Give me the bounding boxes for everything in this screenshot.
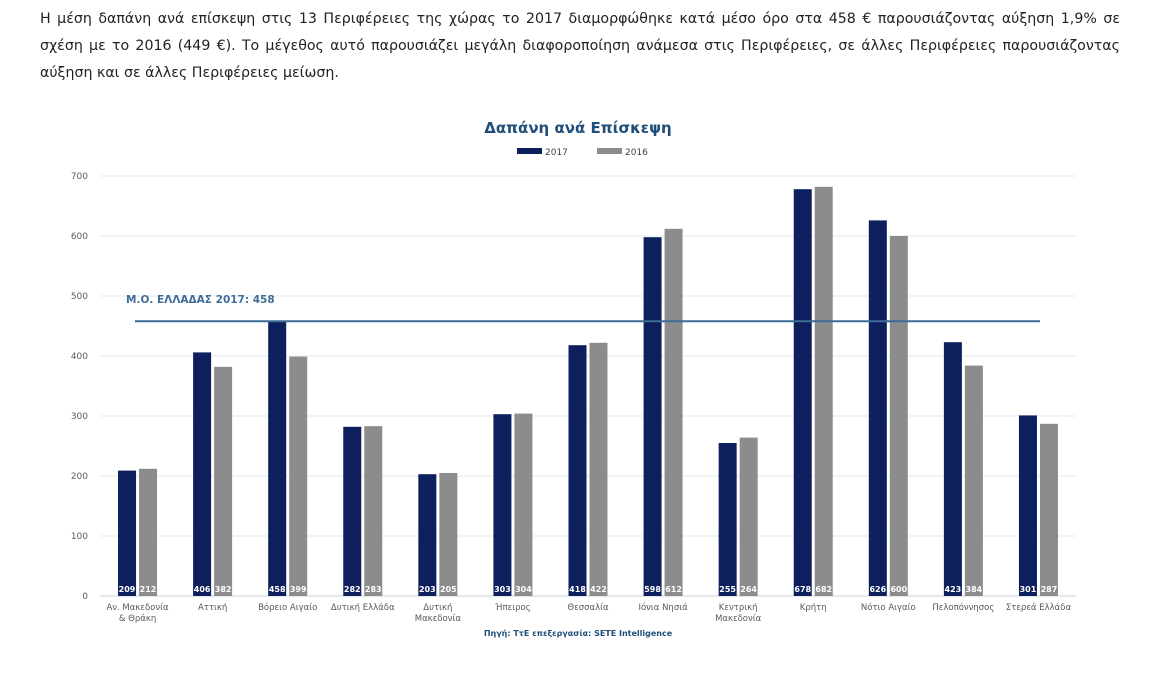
- bar-2017: [268, 321, 287, 596]
- legend-label-2017: 2017: [545, 148, 568, 158]
- bar-2017: [343, 426, 362, 596]
- bar-2017: [118, 470, 137, 596]
- bar-2017: [193, 352, 212, 596]
- data-label-2016: 422: [590, 585, 607, 594]
- bar-2016: [964, 365, 983, 596]
- data-label-2016: 384: [966, 585, 983, 594]
- data-label-2016: 382: [215, 585, 232, 594]
- y-tick-label: 300: [71, 412, 88, 422]
- bar-2016: [439, 473, 458, 596]
- data-label-2017: 303: [494, 585, 511, 594]
- bar-2017: [718, 443, 737, 596]
- data-label-2016: 612: [665, 585, 682, 594]
- data-label-2016: 212: [140, 585, 157, 594]
- bar-2017: [793, 189, 812, 596]
- y-tick-label: 400: [71, 352, 88, 362]
- x-tick-label: Δυτική Ελλάδα: [331, 603, 395, 613]
- bar-2016: [139, 468, 158, 596]
- data-label-2017: 598: [644, 585, 661, 594]
- data-label-2017: 203: [419, 585, 436, 594]
- data-label-2016: 399: [290, 585, 307, 594]
- x-tick-label: Θεσσαλία: [567, 603, 609, 613]
- x-tick-label: Νότιο Αιγαίο: [861, 602, 916, 613]
- x-tick-label: Μακεδονία: [715, 614, 762, 624]
- data-label-2016: 304: [515, 585, 532, 594]
- chart-container: Δαπάνη ανά Επίσκεψη 2017 2016 0 100 200 300…: [0, 108, 1160, 670]
- reference-line-label: Μ.Ο. ΕΛΛΑΔΑΣ 2017: 458: [126, 294, 275, 306]
- legend-swatch-2017: [517, 148, 542, 154]
- x-tick-label: Ιόνια Νησιά: [638, 602, 688, 613]
- reference-line-group: Μ.Ο. ΕΛΛΑΔΑΣ 2017: 458: [126, 294, 1040, 323]
- data-label-2016: 283: [365, 585, 382, 594]
- x-tick-label: Κεντρική: [719, 603, 758, 613]
- data-label-2016: 205: [440, 585, 457, 594]
- y-axis: 0 100 200 300 400 500 600 700: [71, 172, 88, 602]
- bar-2017: [943, 342, 962, 596]
- bar-2016: [814, 186, 833, 597]
- x-tick-label: Κρήτη: [800, 603, 827, 613]
- data-label-2017: 418: [569, 585, 586, 594]
- y-tick-label: 100: [71, 532, 88, 542]
- x-tick-label: Βόρειο Αιγαίο: [258, 602, 317, 613]
- legend-label-2016: 2016: [625, 148, 648, 158]
- data-label-2016: 682: [815, 585, 832, 594]
- data-label-2017: 423: [945, 585, 962, 594]
- bar-2016: [289, 356, 308, 596]
- chart-title: Δαπάνη ανά Επίσκεψη: [484, 119, 672, 137]
- data-label-2017: 282: [344, 585, 361, 594]
- bars: 209 212 406 382 458 399 282 283 203 205 303 304 418 4…: [118, 186, 1058, 597]
- x-tick-label: Στερεά Ελλάδα: [1006, 603, 1072, 613]
- legend-swatch-2016: [597, 148, 622, 154]
- x-axis: Αν. Μακεδονία& Θράκη Αττική Βόρειο Αιγαίο Δ…: [106, 602, 1071, 624]
- data-label-2017: 209: [119, 585, 136, 594]
- data-label-2016: 287: [1041, 585, 1058, 594]
- x-tick-label: & Θράκη: [119, 614, 156, 624]
- data-label-2017: 301: [1020, 585, 1037, 594]
- bar-2016: [214, 366, 233, 596]
- bar-2017: [418, 474, 437, 596]
- data-label-2017: 678: [794, 585, 811, 594]
- bar-2016: [1039, 423, 1058, 596]
- data-label-2017: 406: [194, 585, 211, 594]
- y-tick-label: 0: [82, 592, 88, 602]
- y-tick-label: 600: [71, 232, 88, 242]
- y-tick-label: 200: [71, 472, 88, 482]
- x-tick-label: Αν. Μακεδονία: [106, 603, 169, 613]
- y-tick-label: 700: [71, 172, 88, 182]
- bar-2016: [889, 236, 908, 596]
- y-tick-label: 500: [71, 292, 88, 302]
- bar-2017: [493, 414, 512, 596]
- data-label-2017: 458: [269, 585, 286, 594]
- x-tick-label: Ήπειρος: [494, 602, 531, 613]
- intro-paragraph: Η μέση δαπάνη ανά επίσκεψη στις 13 Περιφ…: [40, 11, 1120, 81]
- x-tick-label: Μακεδονία: [415, 614, 462, 624]
- bar-2016: [664, 228, 683, 597]
- bar-2016: [589, 342, 608, 596]
- bar-2017: [1018, 415, 1037, 596]
- source-note: Πηγή: ΤτΕ επεξεργασία: SETE Intelligence: [484, 628, 673, 638]
- bar-2016: [739, 437, 758, 596]
- data-label-2017: 626: [869, 585, 886, 594]
- x-tick-label: Πελοπόννησος: [932, 602, 994, 613]
- bar-chart: Δαπάνη ανά Επίσκεψη 2017 2016 0 100 200 300…: [71, 119, 1076, 638]
- x-tick-label: Δυτική: [423, 603, 452, 613]
- bar-2016: [364, 426, 383, 596]
- bar-2017: [643, 237, 662, 596]
- bar-2016: [514, 413, 533, 596]
- gridlines: [100, 175, 1076, 597]
- x-tick-label: Αττική: [198, 603, 227, 613]
- legend: 2017 2016: [517, 148, 648, 158]
- bar-2017: [868, 220, 887, 596]
- data-label-2017: 255: [719, 585, 736, 594]
- data-label-2016: 600: [890, 585, 907, 594]
- bar-2017: [568, 345, 587, 596]
- data-label-2016: 264: [740, 585, 757, 594]
